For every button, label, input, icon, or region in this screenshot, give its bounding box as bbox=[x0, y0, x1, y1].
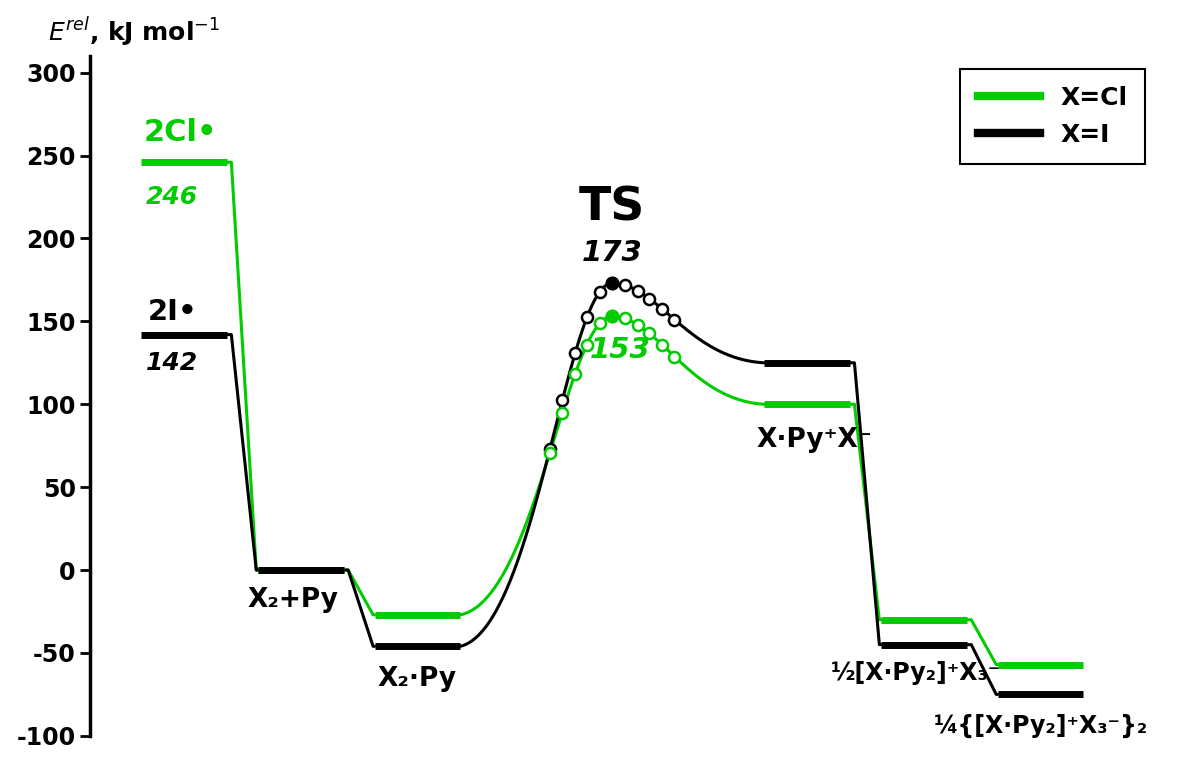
Legend: X=Cl, X=I: X=Cl, X=I bbox=[960, 68, 1144, 164]
Text: 142: 142 bbox=[146, 351, 198, 375]
Text: 173: 173 bbox=[582, 239, 642, 267]
Text: ½[X·Py₂]⁺X₃⁻: ½[X·Py₂]⁺X₃⁻ bbox=[831, 661, 1001, 685]
Text: 2I•: 2I• bbox=[148, 298, 197, 326]
Text: 153: 153 bbox=[589, 336, 651, 364]
Text: X₂+Py: X₂+Py bbox=[247, 587, 339, 613]
Text: X·Py⁺X⁻: X·Py⁺X⁻ bbox=[757, 427, 873, 453]
Text: $E^{rel}$, kJ mol$^{-1}$: $E^{rel}$, kJ mol$^{-1}$ bbox=[47, 16, 220, 49]
Text: 246: 246 bbox=[146, 186, 198, 209]
Text: X₂·Py: X₂·Py bbox=[378, 667, 457, 692]
Text: 2Cl•: 2Cl• bbox=[143, 118, 216, 147]
Text: TS: TS bbox=[579, 185, 645, 230]
Text: ¼{[X·Py₂]⁺X₃⁻}₂: ¼{[X·Py₂]⁺X₃⁻}₂ bbox=[933, 714, 1148, 739]
